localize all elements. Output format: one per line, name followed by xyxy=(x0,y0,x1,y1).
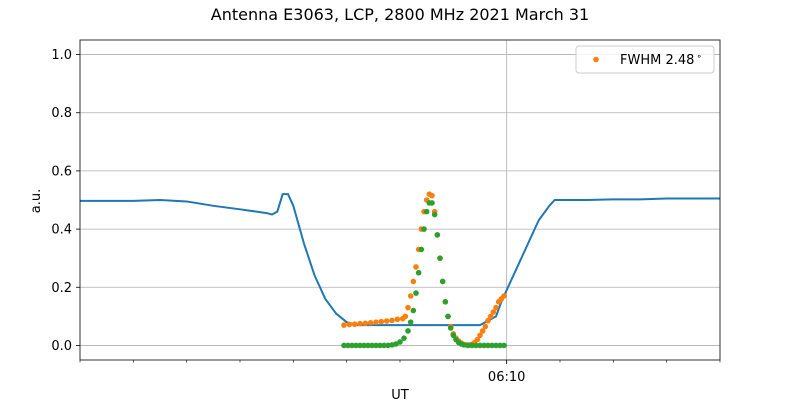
data-point xyxy=(351,321,358,328)
data-point xyxy=(485,342,491,349)
data-point xyxy=(341,322,347,328)
data-point xyxy=(381,342,387,349)
data-point xyxy=(450,332,457,339)
y-axis-label: a.u. xyxy=(29,189,44,213)
data-point xyxy=(474,336,481,343)
data-point xyxy=(481,342,487,349)
data-point xyxy=(413,290,419,296)
y-tick-label: 0.6 xyxy=(51,164,72,179)
data-point xyxy=(365,342,371,349)
data-point xyxy=(405,304,411,311)
data-point xyxy=(497,342,503,349)
data-point xyxy=(423,208,430,215)
data-point xyxy=(439,278,446,285)
data-point xyxy=(401,335,407,341)
data-point xyxy=(429,192,435,199)
data-point xyxy=(369,342,375,349)
data-point xyxy=(373,342,379,349)
data-point xyxy=(493,304,499,311)
data-point xyxy=(445,313,451,320)
data-point xyxy=(489,342,495,349)
data-point xyxy=(479,328,486,334)
y-tick-label: 0.4 xyxy=(51,223,72,238)
data-point xyxy=(410,307,417,314)
data-point xyxy=(431,211,438,218)
chart-title: Antenna E3063, LCP, 2800 MHz 2021 March … xyxy=(211,5,589,24)
data-point xyxy=(477,332,483,339)
axes: 0.0 0.2 0.4 0.6 0.8 1.0 06:10 xyxy=(51,39,721,385)
y-tick-label: 0.0 xyxy=(51,339,72,354)
x-tick-label: 06:10 xyxy=(488,370,525,385)
data-point xyxy=(490,309,497,315)
y-tick-label: 0.2 xyxy=(51,281,72,296)
data-point xyxy=(465,342,471,349)
data-point xyxy=(421,226,427,232)
data-point xyxy=(473,342,479,349)
data-point xyxy=(485,317,491,324)
data-point xyxy=(397,339,403,345)
data-point xyxy=(482,323,489,330)
data-point xyxy=(378,318,385,325)
data-point xyxy=(373,319,379,325)
data-point xyxy=(434,232,441,238)
data-point xyxy=(346,321,353,328)
data-point xyxy=(493,342,499,349)
legend: FWHM 2.48 ∘ xyxy=(575,45,715,74)
data-point xyxy=(442,299,449,305)
data-point xyxy=(415,269,422,276)
data-point xyxy=(377,342,383,349)
data-point xyxy=(477,342,483,349)
series-layer xyxy=(80,191,720,349)
data-point xyxy=(407,319,414,325)
data-point xyxy=(405,328,411,334)
data-point xyxy=(394,316,401,323)
data-point xyxy=(407,293,414,299)
data-point xyxy=(357,342,363,349)
y-tick-label: 0.8 xyxy=(51,106,72,121)
data-point xyxy=(501,293,507,299)
data-point xyxy=(361,342,367,349)
data-point xyxy=(341,342,347,349)
data-point xyxy=(447,325,454,331)
x-axis-label: UT xyxy=(391,388,409,400)
legend-marker xyxy=(593,56,599,63)
y-tick-label: 1.0 xyxy=(51,48,72,63)
data-point xyxy=(383,318,390,324)
legend-superscript: ∘ xyxy=(696,52,702,62)
data-point xyxy=(418,246,425,253)
data-point xyxy=(345,342,351,349)
data-point xyxy=(367,319,374,326)
data-point xyxy=(362,320,369,327)
data-point xyxy=(357,320,363,327)
data-point xyxy=(402,313,409,320)
data-point xyxy=(487,313,494,320)
data-point xyxy=(413,264,419,270)
data-point xyxy=(501,342,507,349)
data-point xyxy=(410,278,417,285)
data-point xyxy=(389,317,395,324)
data-point xyxy=(429,200,435,206)
data-point xyxy=(469,342,475,349)
legend-label: FWHM 2.48 ∘ xyxy=(620,52,702,68)
data-point xyxy=(349,342,355,349)
data-point xyxy=(353,342,359,349)
data-point xyxy=(437,255,443,261)
legend-box xyxy=(575,45,715,74)
